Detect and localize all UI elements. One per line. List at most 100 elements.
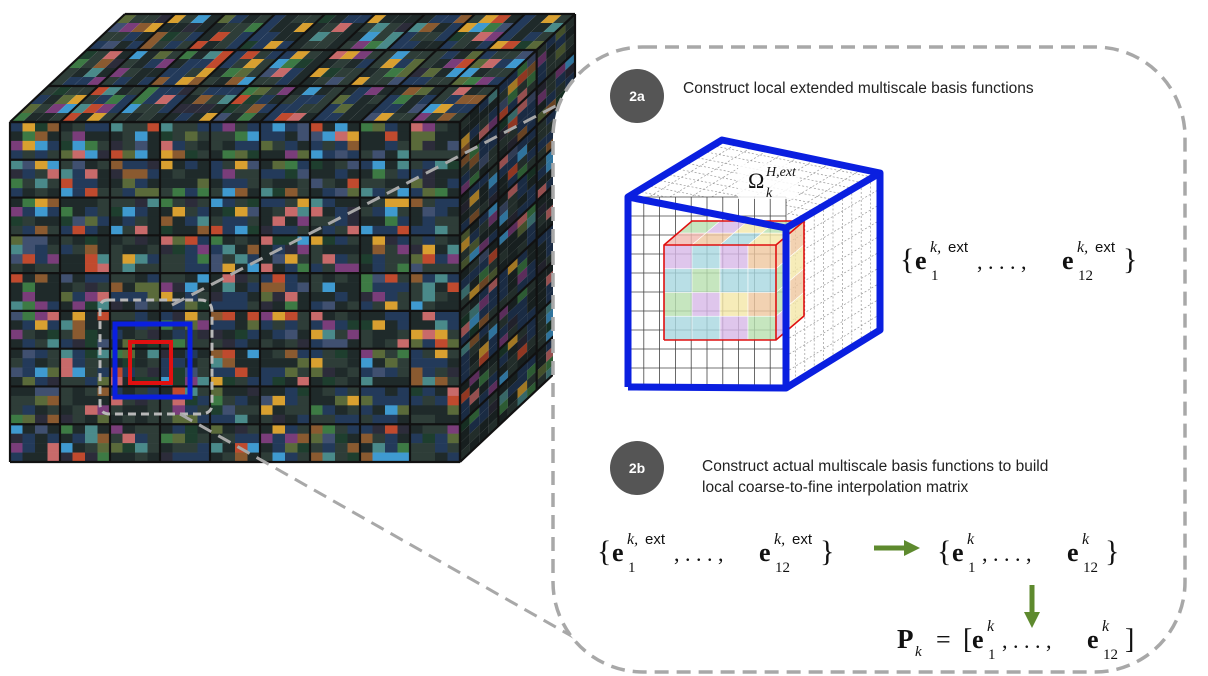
fine-cell xyxy=(410,273,423,283)
fine-cell xyxy=(360,140,373,151)
fine-cell xyxy=(172,405,186,416)
fine-cell xyxy=(72,150,86,161)
fine-cell xyxy=(110,244,123,255)
step-2a-description: Construct local extended multiscale basi… xyxy=(683,80,1034,97)
fine-cell xyxy=(22,197,36,208)
fine-cell xyxy=(507,190,518,210)
fine-cell xyxy=(498,398,508,417)
fine-cell xyxy=(85,358,98,368)
fine-cell xyxy=(38,86,61,95)
fine-cell xyxy=(277,50,300,59)
fine-cell xyxy=(197,301,211,312)
fine-cell xyxy=(397,113,420,122)
fine-cell xyxy=(280,23,303,32)
fine-cell xyxy=(172,424,186,434)
fine-cell xyxy=(160,452,173,463)
fine-cell xyxy=(97,424,111,434)
fine-cell xyxy=(222,169,236,179)
fine-cell xyxy=(210,225,223,236)
fine-cell xyxy=(469,104,480,123)
fine-cell xyxy=(60,254,73,264)
fine-cell xyxy=(517,332,528,352)
fine-cell xyxy=(527,342,537,362)
fine-cell xyxy=(85,301,98,312)
extended-basis-set-2b: { e k, ext 1 , . . . , e k, ext 12 } xyxy=(597,531,834,576)
fine-cell xyxy=(122,386,136,397)
fine-cell xyxy=(435,178,448,189)
fine-cell xyxy=(318,23,341,32)
fine-cell xyxy=(435,358,448,368)
fine-cell xyxy=(517,153,528,172)
fine-cell xyxy=(197,254,211,264)
fine-cell xyxy=(274,41,297,50)
fine-cell xyxy=(197,131,211,142)
fine-cell xyxy=(118,23,141,32)
fine-cell xyxy=(347,225,361,236)
fine-cell xyxy=(122,414,136,425)
fine-cell xyxy=(285,405,298,416)
fine-cell xyxy=(235,77,258,86)
fine-cell xyxy=(135,178,148,189)
fine-cell xyxy=(247,207,261,217)
fine-cell xyxy=(360,310,373,321)
fine-cell xyxy=(385,140,398,151)
fine-cell xyxy=(435,131,448,142)
fine-cell xyxy=(527,229,537,248)
fine-cell xyxy=(335,207,348,217)
fine-cell xyxy=(285,433,298,444)
fine-cell xyxy=(360,235,373,246)
fine-cell xyxy=(469,179,480,198)
fine-cell xyxy=(247,113,270,122)
fine-cell xyxy=(393,23,416,32)
fine-cell xyxy=(422,414,436,425)
fine-cell xyxy=(347,405,361,416)
fine-cell xyxy=(180,59,203,68)
fine-cell xyxy=(460,160,470,179)
fine-cell xyxy=(182,68,205,77)
fine-cell xyxy=(536,296,547,315)
fine-cell xyxy=(122,433,136,444)
fine-cell xyxy=(185,150,198,161)
fine-cell xyxy=(147,292,161,302)
fine-cell xyxy=(321,32,344,41)
fine-cell xyxy=(546,88,556,108)
fine-cell xyxy=(488,359,499,379)
fine-cell xyxy=(194,104,217,113)
fine-cell xyxy=(536,314,547,334)
fine-cell xyxy=(197,443,211,453)
fine-cell xyxy=(163,86,186,95)
fine-cell xyxy=(47,159,61,170)
fine-cell xyxy=(277,14,300,23)
fine-cell xyxy=(210,424,223,434)
step-2b-badge-label: 2b xyxy=(629,460,645,476)
fine-cell xyxy=(260,395,273,406)
fine-cell xyxy=(10,367,23,378)
fine-cell xyxy=(210,235,223,246)
fine-cell xyxy=(185,140,198,151)
fine-cell xyxy=(35,122,48,132)
fine-cell xyxy=(435,113,458,122)
fine-cell xyxy=(397,301,411,312)
fine-cell xyxy=(322,377,336,387)
fine-cell xyxy=(335,310,348,321)
fine-cell xyxy=(235,169,248,179)
fine-cell xyxy=(197,320,211,331)
fine-cell xyxy=(360,282,373,293)
fine-cell xyxy=(397,235,411,246)
fine-cell xyxy=(488,341,499,360)
fine-cell xyxy=(97,386,111,397)
fine-cell xyxy=(35,178,48,189)
fine-cell xyxy=(440,14,463,23)
fine-cell xyxy=(147,244,161,255)
fine-cell xyxy=(335,320,348,331)
fine-cell xyxy=(47,225,61,236)
fine-cell xyxy=(488,161,499,180)
fine-cell xyxy=(397,329,411,340)
fine-cell xyxy=(422,244,436,255)
fine-cell xyxy=(130,23,153,32)
fine-cell xyxy=(435,263,448,274)
fine-cell xyxy=(72,433,86,444)
fine-cell xyxy=(422,122,436,132)
fine-cell xyxy=(197,188,211,198)
fine-cell xyxy=(97,301,111,312)
